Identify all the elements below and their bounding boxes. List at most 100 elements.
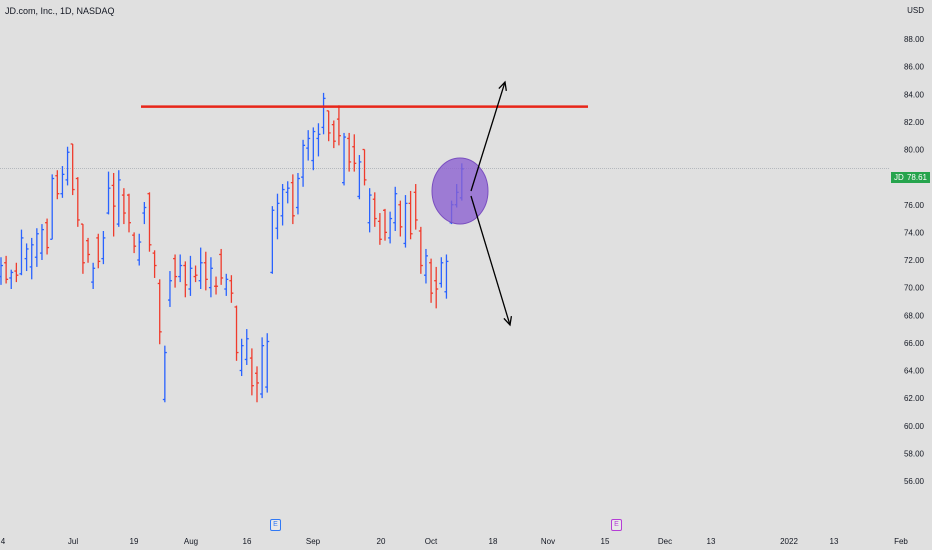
ohlc-bar xyxy=(321,92,326,135)
ohlc-bar xyxy=(162,345,167,403)
x-tick-label: 16 xyxy=(243,537,252,546)
y-tick-label: 64.00 xyxy=(904,367,925,376)
ohlc-bar xyxy=(183,261,188,298)
ohlc-bar xyxy=(244,329,249,365)
ohlc-bar xyxy=(4,255,9,284)
y-tick-label: 86.00 xyxy=(904,63,925,72)
price-tag-value: 78.61 xyxy=(906,173,927,182)
ohlc-bar xyxy=(39,224,44,260)
ohlc-bar xyxy=(413,184,418,230)
ohlc-bar xyxy=(55,170,60,200)
ohlc-bar xyxy=(29,237,34,280)
ohlc-bar xyxy=(418,226,423,274)
ohlc-bar xyxy=(224,273,229,296)
x-tick-label: Sep xyxy=(306,537,321,546)
ohlc-bar xyxy=(157,279,162,345)
y-tick-label: 84.00 xyxy=(904,90,925,99)
ohlc-bar xyxy=(429,258,434,303)
ohlc-bar xyxy=(249,348,254,396)
ohlc-bar xyxy=(0,257,3,285)
down-arrow xyxy=(470,195,511,326)
ohlc-bar xyxy=(352,134,357,172)
ohlc-bar xyxy=(326,110,331,142)
x-tick-label: Feb xyxy=(894,537,908,546)
earnings-event-icon[interactable]: E xyxy=(270,519,281,531)
ohlc-bar xyxy=(142,201,147,225)
up-arrow-head xyxy=(498,80,507,91)
ohlc-bar xyxy=(342,132,347,186)
ohlc-bar xyxy=(70,143,75,196)
x-tick-label: 19 xyxy=(130,537,139,546)
ohlc-bar xyxy=(121,188,126,225)
x-tick-label: Dec xyxy=(658,537,672,546)
ohlc-bar xyxy=(260,337,265,399)
ohlc-bar xyxy=(214,276,219,295)
ohlc-bar xyxy=(367,188,372,233)
chart-title: JD.com, Inc., 1D, NASDAQ xyxy=(5,6,115,16)
ohlc-bar xyxy=(280,184,285,226)
down-arrow-head xyxy=(503,316,513,327)
ohlc-bar xyxy=(45,218,50,255)
ohlc-bar xyxy=(234,305,239,361)
y-tick-label: 68.00 xyxy=(904,311,925,320)
price-tag-symbol: JD xyxy=(894,173,904,182)
ohlc-bar xyxy=(336,105,341,146)
ohlc-bar xyxy=(19,229,24,276)
ohlc-bar xyxy=(96,233,101,269)
ohlc-bar xyxy=(347,132,352,172)
ohlc-bar xyxy=(444,254,449,299)
x-tick-label: 4 xyxy=(1,537,6,546)
ohlc-bar xyxy=(91,262,96,290)
y-tick-label: 56.00 xyxy=(904,477,925,486)
ohlc-bar xyxy=(306,130,311,161)
x-tick-label: Oct xyxy=(425,537,438,546)
x-tick-label: Jul xyxy=(68,537,78,546)
y-tick-label: 66.00 xyxy=(904,339,925,348)
ohlc-bar xyxy=(439,257,444,288)
ohlc-bar xyxy=(270,206,275,274)
ohlc-bar xyxy=(393,186,398,231)
ohlc-bar xyxy=(239,338,244,377)
ohlc-bar xyxy=(24,243,29,272)
ohlc-bar xyxy=(173,254,178,288)
ohlc-bar xyxy=(372,192,377,227)
future-earnings-event-icon[interactable]: E xyxy=(611,519,622,531)
y-tick-label: 58.00 xyxy=(904,449,925,458)
ohlc-bar xyxy=(116,170,121,227)
ohlc-bar xyxy=(147,192,152,252)
ohlc-bar xyxy=(275,193,280,240)
y-tick-label: 80.00 xyxy=(904,146,925,155)
ohlc-bar xyxy=(60,166,65,198)
y-tick-label: 88.00 xyxy=(904,35,925,44)
ohlc-bar xyxy=(65,146,70,186)
ohlc-bar xyxy=(9,269,14,290)
x-tick-label: 20 xyxy=(377,537,386,546)
up-arrow xyxy=(470,81,506,192)
x-tick-label: 2022 xyxy=(780,537,798,546)
ohlc-bar xyxy=(362,148,367,186)
ohlc-bar xyxy=(198,247,203,290)
ohlc-bar xyxy=(398,200,403,237)
ohlc-bar xyxy=(75,177,80,227)
x-tick-label: 13 xyxy=(830,537,839,546)
ohlc-bar xyxy=(86,237,91,263)
ohlc-bar xyxy=(383,208,387,241)
ohlc-bar xyxy=(290,174,295,225)
ohlc-bar xyxy=(50,174,55,240)
ohlc-bar xyxy=(178,254,183,283)
ohlc-bar xyxy=(434,266,439,309)
y-tick-label: 60.00 xyxy=(904,422,925,431)
y-tick-label: 76.00 xyxy=(904,201,925,210)
ohlc-bar xyxy=(132,232,137,254)
ohlc-bar xyxy=(111,172,116,237)
ohlc-bar xyxy=(265,333,270,393)
ohlc-bar xyxy=(285,181,290,204)
ohlc-bar xyxy=(101,230,106,265)
ohlc-bar xyxy=(219,248,224,285)
x-tick-label: 18 xyxy=(489,537,498,546)
ohlc-bar xyxy=(255,366,259,403)
y-tick-label: 70.00 xyxy=(904,284,925,293)
ohlc-bar xyxy=(316,123,321,157)
